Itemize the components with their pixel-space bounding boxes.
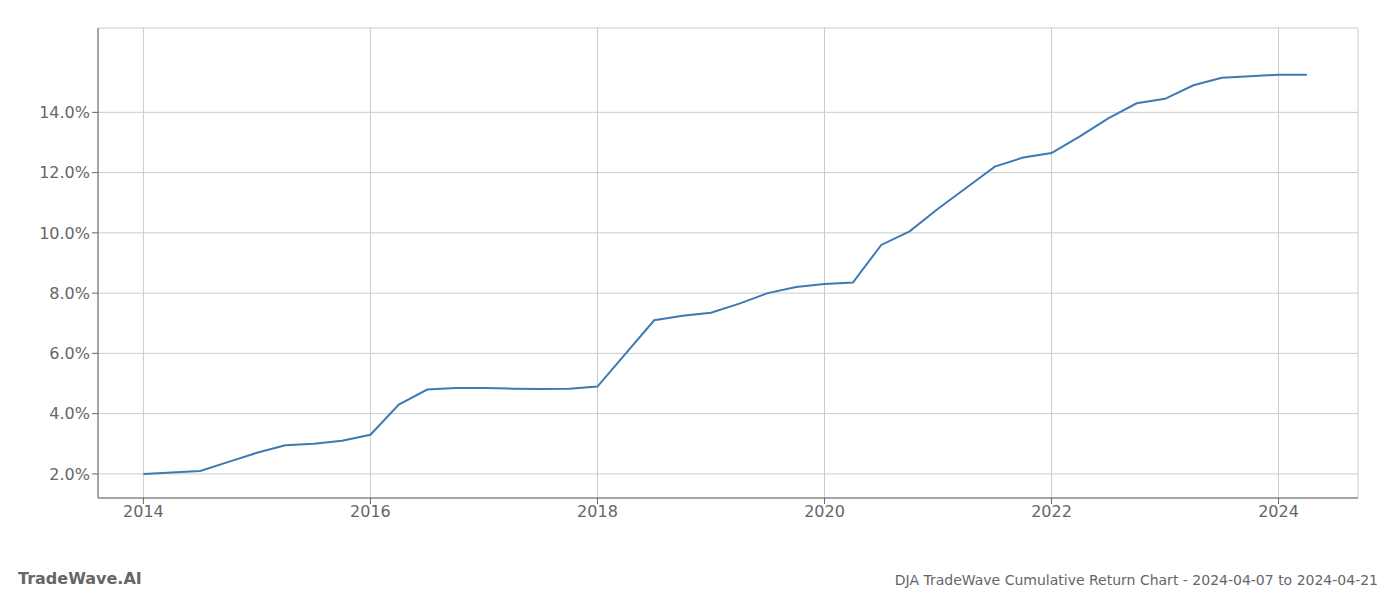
- svg-text:2020: 2020: [804, 502, 845, 521]
- svg-text:2022: 2022: [1031, 502, 1072, 521]
- html-text:DJA TradeWave Cumulative Retur: DJA TradeWave Cumulative Return Chart - …: [894, 572, 1378, 588]
- svg-text:2024: 2024: [1258, 502, 1299, 521]
- svg-text:2014: 2014: [123, 502, 164, 521]
- svg-text:6.0%: 6.0%: [49, 344, 90, 363]
- svg-text:2018: 2018: [577, 502, 618, 521]
- svg-text:8.0%: 8.0%: [49, 284, 90, 303]
- svg-text:2.0%: 2.0%: [49, 465, 90, 484]
- html-text:TradeWave.AI: TradeWave.AI: [18, 569, 142, 588]
- svg-text:10.0%: 10.0%: [39, 224, 90, 243]
- svg-text:14.0%: 14.0%: [39, 103, 90, 122]
- svg-text:12.0%: 12.0%: [39, 163, 90, 182]
- svg-text:4.0%: 4.0%: [49, 404, 90, 423]
- svg-text:2016: 2016: [350, 502, 391, 521]
